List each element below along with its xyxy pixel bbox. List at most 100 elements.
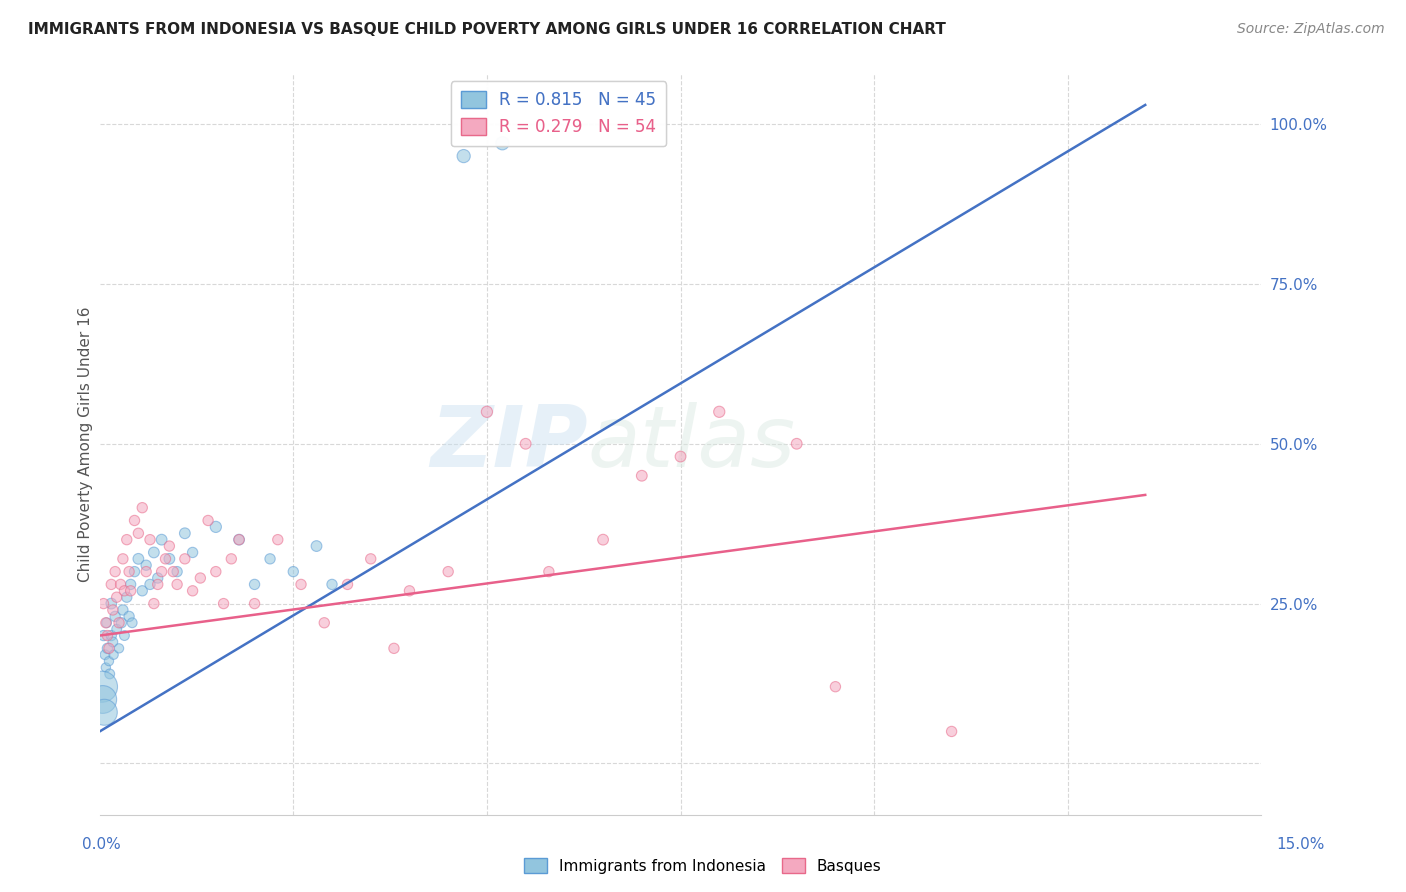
Point — [96, 629, 118, 643]
Point — [243, 577, 266, 591]
Point — [305, 539, 328, 553]
Point — [94, 648, 117, 662]
Point — [105, 591, 128, 605]
Point — [120, 577, 142, 591]
Point — [173, 552, 195, 566]
Point — [94, 660, 117, 674]
Point — [205, 565, 228, 579]
Point — [115, 591, 138, 605]
Point — [181, 545, 204, 559]
Point — [181, 583, 204, 598]
Point — [97, 641, 120, 656]
Point — [100, 597, 122, 611]
Point — [188, 571, 211, 585]
Point — [592, 533, 614, 547]
Point — [398, 583, 420, 598]
Point — [115, 533, 138, 547]
Point — [103, 648, 125, 662]
Point — [101, 603, 124, 617]
Point — [941, 724, 963, 739]
Point — [142, 545, 165, 559]
Point — [114, 583, 136, 598]
Point — [259, 552, 281, 566]
Point — [108, 615, 131, 630]
Point — [221, 552, 243, 566]
Point — [96, 641, 118, 656]
Point — [709, 405, 731, 419]
Point — [453, 149, 475, 163]
Text: IMMIGRANTS FROM INDONESIA VS BASQUE CHILD POVERTY AMONG GIRLS UNDER 16 CORRELATI: IMMIGRANTS FROM INDONESIA VS BASQUE CHIL… — [28, 22, 946, 37]
Point — [94, 615, 117, 630]
Point — [114, 629, 136, 643]
Point — [205, 520, 228, 534]
Point — [142, 597, 165, 611]
Point — [162, 565, 184, 579]
Point — [127, 552, 149, 566]
Point — [110, 577, 132, 591]
Point — [108, 641, 131, 656]
Point — [267, 533, 290, 547]
Point — [135, 558, 157, 573]
Point — [146, 571, 169, 585]
Point — [121, 615, 143, 630]
Point — [146, 577, 169, 591]
Point — [124, 514, 146, 528]
Point — [321, 577, 343, 591]
Point — [135, 565, 157, 579]
Point — [100, 629, 122, 643]
Y-axis label: Child Poverty Among Girls Under 16: Child Poverty Among Girls Under 16 — [79, 306, 93, 582]
Point — [139, 577, 162, 591]
Text: Source: ZipAtlas.com: Source: ZipAtlas.com — [1237, 22, 1385, 37]
Text: 15.0%: 15.0% — [1277, 838, 1324, 852]
Point — [139, 533, 162, 547]
Point — [212, 597, 235, 611]
Point — [101, 635, 124, 649]
Legend: R = 0.815   N = 45, R = 0.279   N = 54: R = 0.815 N = 45, R = 0.279 N = 54 — [451, 81, 666, 146]
Point — [111, 552, 134, 566]
Point — [111, 603, 134, 617]
Point — [93, 706, 115, 720]
Text: ZIP: ZIP — [430, 402, 588, 485]
Point — [91, 680, 114, 694]
Point — [118, 609, 141, 624]
Text: 0.0%: 0.0% — [82, 838, 121, 852]
Point — [104, 609, 127, 624]
Point — [243, 597, 266, 611]
Point — [96, 615, 118, 630]
Point — [669, 450, 692, 464]
Legend: Immigrants from Indonesia, Basques: Immigrants from Indonesia, Basques — [519, 852, 887, 880]
Point — [491, 136, 513, 151]
Point — [437, 565, 460, 579]
Point — [824, 680, 846, 694]
Point — [120, 583, 142, 598]
Point — [197, 514, 219, 528]
Point — [124, 565, 146, 579]
Point — [100, 577, 122, 591]
Point — [97, 654, 120, 668]
Point — [157, 552, 180, 566]
Point — [131, 500, 153, 515]
Point — [98, 667, 121, 681]
Point — [166, 565, 188, 579]
Point — [104, 565, 127, 579]
Point — [127, 526, 149, 541]
Point — [475, 405, 498, 419]
Point — [283, 565, 305, 579]
Point — [118, 565, 141, 579]
Point — [360, 552, 382, 566]
Point — [336, 577, 359, 591]
Point — [131, 583, 153, 598]
Point — [150, 533, 173, 547]
Point — [155, 552, 177, 566]
Point — [157, 539, 180, 553]
Point — [110, 615, 132, 630]
Point — [786, 436, 808, 450]
Point — [173, 526, 195, 541]
Point — [290, 577, 312, 591]
Point — [537, 565, 560, 579]
Point — [91, 692, 114, 706]
Point — [93, 629, 115, 643]
Point — [314, 615, 336, 630]
Point — [382, 641, 405, 656]
Point — [166, 577, 188, 591]
